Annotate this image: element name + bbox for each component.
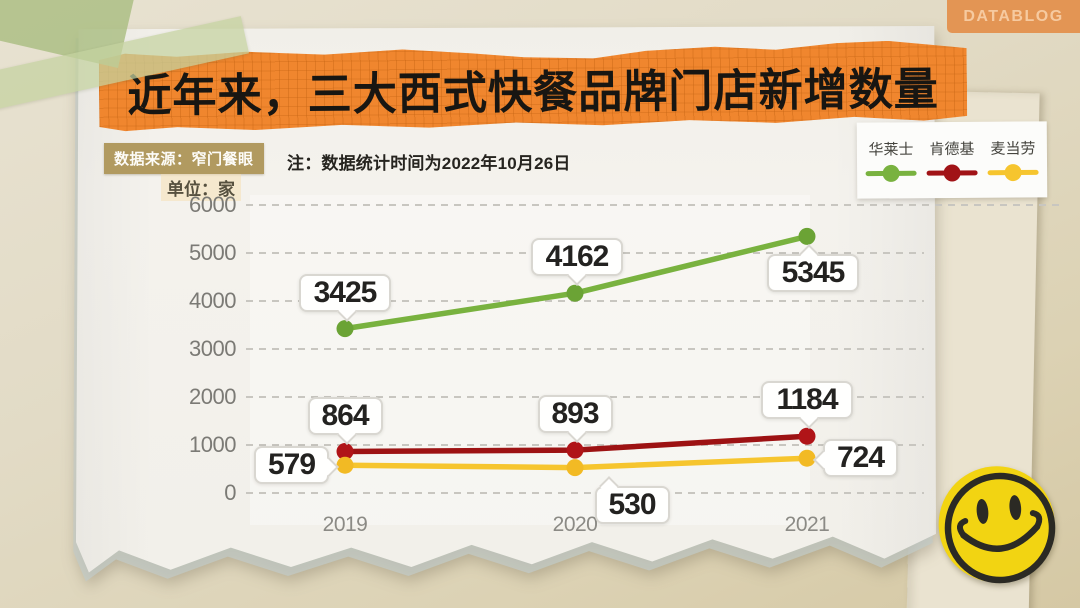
chart-legend: 华莱士 肯德基 麦当劳: [856, 121, 1048, 199]
legend-item-0: 华莱士: [865, 138, 917, 183]
y-axis-tick: 5000: [189, 240, 236, 265]
legend-line-dot-icon: [865, 164, 917, 182]
value-callout: 4162: [531, 238, 623, 287]
data-point: [336, 320, 354, 338]
value-callout: 530: [594, 475, 670, 524]
x-axis-tick: 2019: [322, 513, 368, 536]
data-point: [798, 449, 816, 467]
value-callout: 893: [537, 395, 613, 444]
value-callout: 1184: [761, 381, 853, 430]
y-axis-tick: 2000: [189, 384, 236, 409]
gridline: [246, 348, 924, 350]
data-source-badge: 数据来源：窄门餐眼: [104, 143, 264, 174]
data-point: [798, 227, 816, 245]
line-chart: 0 1000 2000 3000 4000 5000 6000 2019 2020 2021 342…: [150, 185, 1064, 555]
data-point: [566, 441, 584, 459]
data-point: [798, 427, 816, 445]
data-note: 注：数据统计时间为2022年10月26日: [287, 154, 571, 173]
x-axis-tick: 2021: [784, 513, 830, 536]
legend-item-2: 麦当劳: [987, 137, 1039, 182]
y-axis-tick: 3000: [189, 336, 236, 361]
y-axis-tick: 6000: [189, 192, 236, 217]
legend-label: 华莱士: [868, 140, 914, 159]
smiley-face-icon: [938, 466, 1056, 584]
legend-line-dot-icon: [987, 163, 1039, 181]
data-point: [336, 443, 354, 460]
y-axis-tick: 1000: [189, 432, 236, 457]
datablog-watermark: DATABLOG: [947, 0, 1080, 33]
value-callout: 724: [813, 439, 898, 478]
value-callout: 3425: [299, 273, 391, 322]
data-point: [336, 456, 354, 474]
page-title: 近年来，三大西式快餐品牌门店新增数量: [127, 62, 939, 122]
data-point: [566, 459, 584, 477]
value-callout: 864: [307, 396, 383, 445]
gridline: [246, 492, 924, 494]
legend-item-1: 肯德基: [926, 137, 978, 182]
gridline: [246, 204, 1064, 206]
gridline: [246, 300, 924, 302]
legend-label: 肯德基: [929, 140, 975, 158]
legend-line-dot-icon: [926, 163, 978, 181]
y-axis-tick: 4000: [189, 288, 236, 313]
gridline: [246, 444, 924, 446]
y-axis-tick: 0: [224, 480, 236, 505]
x-axis-tick: 2020: [552, 513, 598, 536]
unit-label: 单位：家: [161, 174, 241, 201]
value-callout: 579: [254, 446, 339, 485]
value-callout: 5345: [767, 244, 859, 293]
data-point: [566, 284, 584, 302]
legend-label: 麦当劳: [990, 139, 1036, 158]
chart-lines: [336, 227, 816, 477]
